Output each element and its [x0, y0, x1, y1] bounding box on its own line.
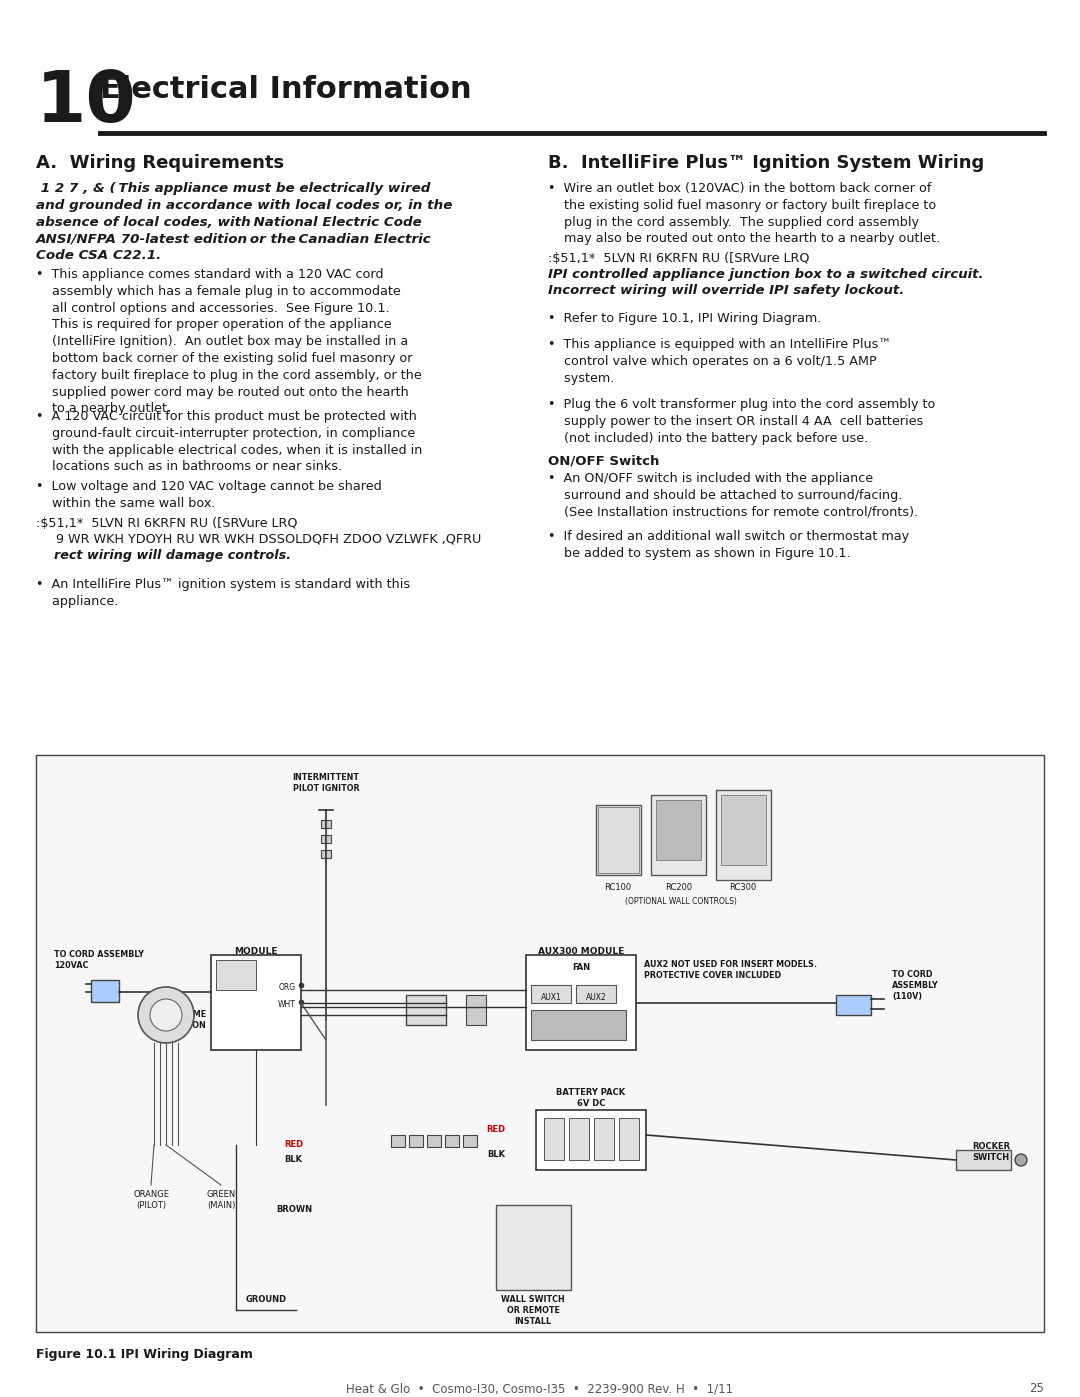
Circle shape: [1015, 1154, 1027, 1166]
Text: RED: RED: [284, 1140, 303, 1148]
Text: Figure 10.1 IPI Wiring Diagram: Figure 10.1 IPI Wiring Diagram: [36, 1348, 253, 1361]
Bar: [409, 1134, 423, 1147]
Text: BATTERY PACK
6V DC: BATTERY PACK 6V DC: [556, 1088, 625, 1108]
Bar: [216, 960, 256, 990]
Text: •  Low voltage and 120 VAC voltage cannot be shared
    within the same wall box: • Low voltage and 120 VAC voltage cannot…: [36, 481, 381, 510]
Circle shape: [138, 988, 194, 1044]
Bar: [321, 835, 330, 842]
Bar: [596, 805, 642, 875]
Bar: [445, 1134, 459, 1147]
Text: BROWN: BROWN: [276, 1206, 312, 1214]
Text: AUX300 MODULE: AUX300 MODULE: [538, 947, 624, 956]
Text: RC300: RC300: [729, 883, 757, 893]
Bar: [594, 1118, 615, 1160]
Bar: [619, 1118, 639, 1160]
Text: AUX2: AUX2: [585, 993, 606, 1002]
Text: RED: RED: [486, 1125, 505, 1134]
Text: •  Plug the 6 volt transformer plug into the cord assembly to
    supply power t: • Plug the 6 volt transformer plug into …: [548, 398, 935, 444]
Text: B.  IntelliFire Plus™ Ignition System Wiring: B. IntelliFire Plus™ Ignition System Wir…: [548, 154, 984, 172]
Text: GREEN
(MAIN): GREEN (MAIN): [206, 1190, 235, 1210]
Text: GROUND: GROUND: [245, 1295, 286, 1303]
Text: •  An IntelliFire Plus™ ignition system is standard with this
    appliance.: • An IntelliFire Plus™ ignition system i…: [36, 578, 410, 608]
Text: (OPTIONAL WALL CONTROLS): (OPTIONAL WALL CONTROLS): [625, 897, 737, 907]
Text: TO CORD ASSEMBLY
120VAC: TO CORD ASSEMBLY 120VAC: [54, 950, 144, 970]
Text: •  A 120 VAC circuit for this product must be protected with
    ground-fault ci: • A 120 VAC circuit for this product mus…: [36, 409, 422, 474]
Text: Heat & Glo  •  Cosmo-I30, Cosmo-I35  •  2239-900 Rev. H  •  1/11: Heat & Glo • Cosmo-I30, Cosmo-I35 • 2239…: [347, 1382, 733, 1396]
Text: •  This appliance is equipped with an IntelliFire Plus™
    control valve which : • This appliance is equipped with an Int…: [548, 338, 891, 384]
Bar: [716, 789, 771, 880]
Bar: [836, 995, 870, 1016]
Bar: [496, 1206, 571, 1289]
Text: •  Refer to Figure 10.1, IPI Wiring Diagram.: • Refer to Figure 10.1, IPI Wiring Diagr…: [548, 312, 822, 326]
Bar: [651, 795, 706, 875]
Text: 10: 10: [36, 68, 137, 137]
Text: MODULE: MODULE: [234, 947, 278, 956]
Text: 9 WR WKH YDOYH RU WR WKH DSSOLDQFH ZDOO VZLWFK ,QFRU: 9 WR WKH YDOYH RU WR WKH DSSOLDQFH ZDOO …: [40, 534, 482, 546]
Text: BLK: BLK: [487, 1150, 505, 1160]
Text: ORANGE
(PILOT): ORANGE (PILOT): [133, 1190, 168, 1210]
Text: •  An ON/OFF switch is included with the appliance
    surround and should be at: • An ON/OFF switch is included with the …: [548, 472, 918, 518]
Bar: [576, 985, 616, 1003]
Bar: [211, 956, 301, 1051]
Bar: [406, 995, 446, 1025]
Text: INTERMITTENT
PILOT IGNITOR: INTERMITTENT PILOT IGNITOR: [293, 773, 360, 793]
Bar: [536, 1111, 646, 1171]
Text: ORG: ORG: [279, 983, 296, 992]
Text: 1 2 7 , & ( This appliance must be electrically wired
and grounded in accordance: 1 2 7 , & ( This appliance must be elect…: [36, 182, 453, 263]
Text: AUX2 NOT USED FOR INSERT MODELS.
PROTECTIVE COVER INCLUDED: AUX2 NOT USED FOR INSERT MODELS. PROTECT…: [644, 960, 816, 981]
Text: •  If desired an additional wall switch or thermostat may
    be added to system: • If desired an additional wall switch o…: [548, 529, 909, 560]
Text: RC200: RC200: [665, 883, 692, 893]
Text: AUX1: AUX1: [541, 993, 562, 1002]
Text: WALL SWITCH
OR REMOTE
INSTALL: WALL SWITCH OR REMOTE INSTALL: [501, 1295, 565, 1326]
Bar: [321, 849, 330, 858]
Text: :$51,1*  5LVN RI 6KRFN RU ([SRVure LRQ: :$51,1* 5LVN RI 6KRFN RU ([SRVure LRQ: [548, 251, 810, 265]
Bar: [956, 1150, 1011, 1171]
Bar: [569, 1118, 589, 1160]
Bar: [91, 981, 119, 1002]
Text: WHT: WHT: [279, 1000, 296, 1009]
Text: •  This appliance comes standard with a 120 VAC cord
    assembly which has a fe: • This appliance comes standard with a 1…: [36, 268, 422, 415]
Bar: [721, 795, 766, 865]
Text: •  Wire an outlet box (120VAC) in the bottom back corner of
    the existing sol: • Wire an outlet box (120VAC) in the bot…: [548, 182, 940, 246]
Text: Incorrect wiring will override IPI safety lockout.: Incorrect wiring will override IPI safet…: [548, 284, 904, 298]
Bar: [321, 820, 330, 828]
Bar: [598, 807, 639, 873]
Bar: [531, 985, 571, 1003]
Bar: [391, 1134, 405, 1147]
Text: FAN: FAN: [572, 963, 590, 972]
Text: ROCKER
SWITCH: ROCKER SWITCH: [972, 1141, 1010, 1162]
Text: :$51,1*  5LVN RI 6KRFN RU ([SRVure LRQ: :$51,1* 5LVN RI 6KRFN RU ([SRVure LRQ: [36, 517, 297, 529]
Bar: [465, 995, 486, 1025]
Text: BLK: BLK: [284, 1155, 302, 1164]
Bar: [463, 1134, 477, 1147]
Text: A.  Wiring Requirements: A. Wiring Requirements: [36, 154, 284, 172]
Text: IPI controlled appliance junction box to a switched circuit.: IPI controlled appliance junction box to…: [548, 268, 984, 281]
Bar: [656, 800, 701, 861]
Bar: [544, 1118, 564, 1160]
Text: TO CORD
ASSEMBLY
(110V): TO CORD ASSEMBLY (110V): [892, 970, 939, 1002]
Bar: [36, 754, 1044, 1331]
Text: FLAME
MODULATION: FLAME MODULATION: [145, 1010, 206, 1030]
Text: rect wiring will damage controls.: rect wiring will damage controls.: [36, 549, 292, 562]
Circle shape: [150, 999, 183, 1031]
Bar: [427, 1134, 441, 1147]
Text: RC100: RC100: [605, 883, 632, 893]
Text: 25: 25: [1029, 1382, 1044, 1396]
Bar: [531, 1010, 626, 1039]
Text: ON/OFF Switch: ON/OFF Switch: [548, 455, 660, 468]
Text: Electrical Information: Electrical Information: [100, 75, 472, 103]
Bar: [526, 956, 636, 1051]
